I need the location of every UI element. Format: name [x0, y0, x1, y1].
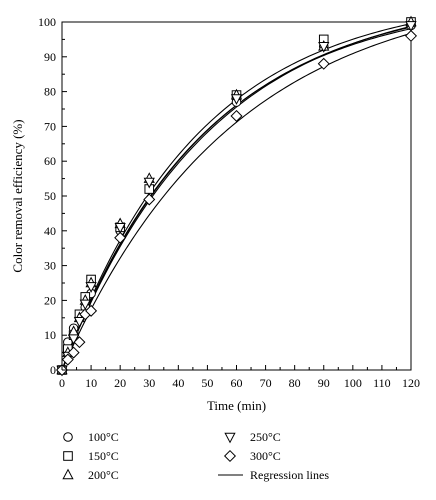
- data-point-diamond: [404, 29, 418, 42]
- legend-regression-label: Regression lines: [250, 468, 329, 482]
- data-point-diamond: [317, 57, 330, 70]
- data-point-triangle-down: [79, 299, 91, 311]
- legend-entry-regression: Regression lines: [218, 468, 329, 482]
- legend-label: 300°C: [250, 449, 281, 463]
- legend-label: 150°C: [88, 449, 119, 463]
- data-point-diamond: [114, 231, 127, 244]
- regression-line: [61, 25, 412, 371]
- legend-marker-diamond: [223, 449, 237, 463]
- y-tick-label: 40: [44, 224, 56, 238]
- data-point-triangle-down: [114, 223, 126, 234]
- x-tick-label: 30: [143, 376, 155, 390]
- data-point-triangle-down: [318, 42, 330, 53]
- legend-entry: 200°C: [62, 468, 119, 482]
- data-point-diamond: [67, 346, 80, 359]
- data-point-triangle-down: [405, 21, 417, 32]
- x-tick-label: 110: [373, 376, 391, 390]
- legend-marker-circle: [63, 432, 73, 442]
- regression-line: [61, 23, 412, 371]
- data-point-triangle-down: [85, 282, 97, 293]
- legend-entry: 300°C: [223, 449, 281, 463]
- legend-entry: 250°C: [224, 430, 281, 444]
- y-tick-label: 80: [44, 85, 56, 99]
- y-tick-label: 20: [44, 293, 56, 307]
- data-point-diamond: [85, 304, 98, 317]
- y-tick-label: 30: [44, 259, 56, 273]
- x-tick-label: 20: [114, 376, 126, 390]
- y-tick-label: 90: [44, 50, 56, 64]
- x-tick-label: 120: [402, 376, 420, 390]
- regression-line: [61, 32, 412, 371]
- legend-label: 200°C: [88, 468, 119, 482]
- y-tick-label: 100: [38, 15, 56, 29]
- x-tick-label: 60: [231, 376, 243, 390]
- regression-line: [61, 28, 412, 371]
- x-tick-label: 50: [201, 376, 213, 390]
- data-point-diamond: [61, 353, 74, 366]
- x-tick-label: 100: [344, 376, 362, 390]
- y-axis: 0 10 20 30 40 50 60 70 80 90 100: [38, 15, 67, 377]
- y-tick-label: 0: [50, 363, 56, 377]
- x-axis-label: Time (min): [207, 398, 266, 413]
- plot-area: [55, 15, 418, 377]
- legend-label: 100°C: [88, 430, 119, 444]
- data-point-diamond: [230, 109, 243, 122]
- legend-label: 250°C: [250, 430, 281, 444]
- y-tick-label: 10: [44, 328, 56, 342]
- regression-curves: [61, 23, 412, 371]
- data-point-diamond: [73, 336, 86, 349]
- legend-marker-triangle-up: [62, 468, 74, 480]
- x-tick-label: 40: [172, 376, 184, 390]
- data-point-diamond: [143, 193, 156, 206]
- y-tick-label: 60: [44, 154, 56, 168]
- x-tick-label: 80: [289, 376, 301, 390]
- data-point-triangle-down: [143, 177, 155, 189]
- legend: 100°C 150°C 200°C 250°C 300°C Regression line…: [62, 430, 329, 482]
- data-point-triangle-down: [68, 334, 80, 346]
- y-tick-label: 70: [44, 119, 56, 133]
- legend-entry: 150°C: [63, 449, 119, 463]
- y-tick-label: 50: [44, 189, 56, 203]
- x-tick-label: 70: [260, 376, 272, 390]
- legend-marker-square: [63, 451, 73, 461]
- x-tick-label: 10: [85, 376, 97, 390]
- y-axis-label: Color removal efficiency (%): [10, 119, 25, 272]
- legend-marker-triangle-down: [224, 432, 236, 444]
- data-point-triangle-down: [73, 316, 86, 328]
- x-tick-label: 90: [318, 376, 330, 390]
- x-axis: 0 10 20 30 40 50 60 70 80 90 100 110 120: [59, 365, 420, 390]
- data-point-triangle-down: [230, 94, 243, 105]
- regression-line: [61, 26, 412, 371]
- data-markers: [55, 15, 418, 377]
- legend-entry: 100°C: [63, 430, 119, 444]
- plot-frame: [61, 21, 412, 371]
- x-tick-label: 0: [59, 376, 65, 390]
